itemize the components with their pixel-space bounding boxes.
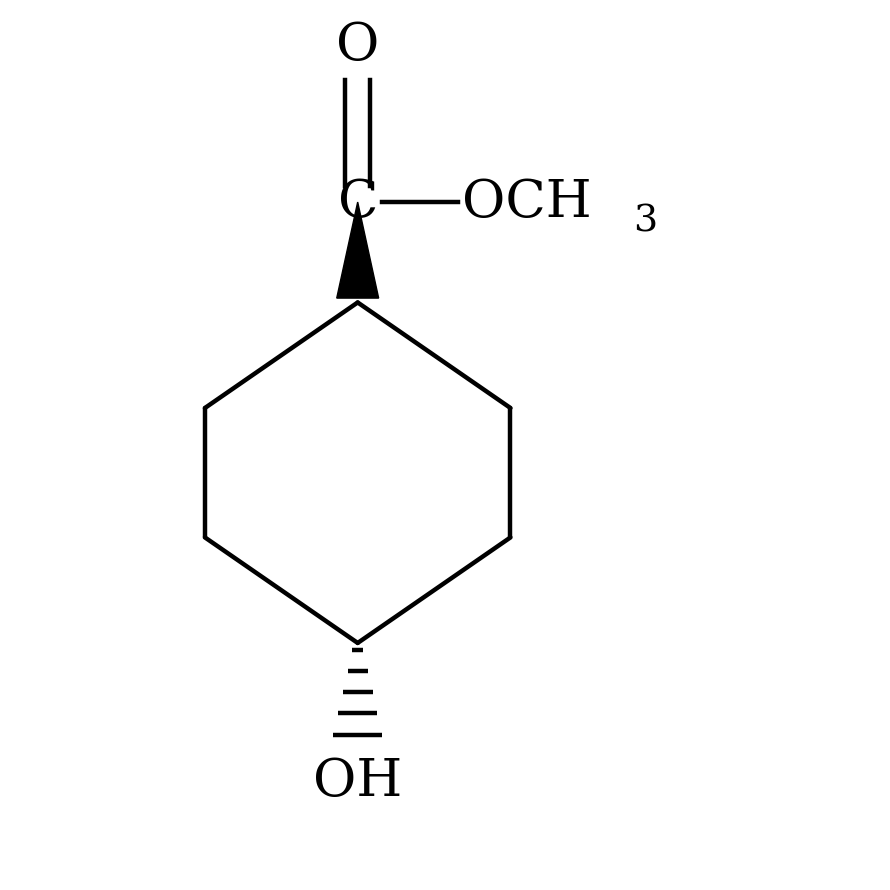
Text: OCH: OCH — [463, 176, 592, 228]
Text: 3: 3 — [633, 203, 657, 239]
Text: O: O — [336, 20, 379, 71]
Text: C: C — [337, 176, 378, 228]
Text: OH: OH — [313, 756, 402, 807]
Polygon shape — [336, 202, 378, 298]
